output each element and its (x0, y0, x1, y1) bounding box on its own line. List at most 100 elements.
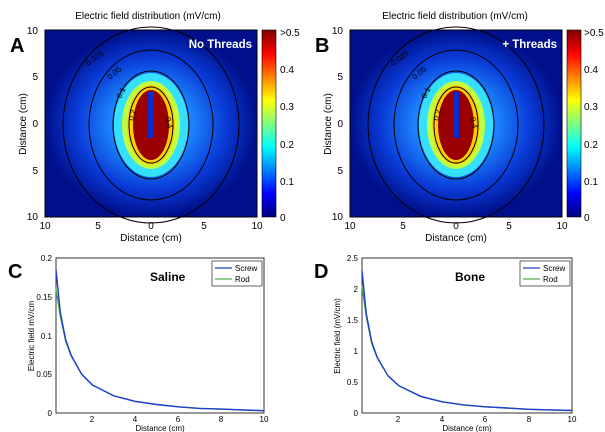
colorbar-tick-label: 0.2 (584, 140, 598, 151)
colorbar-tick-label: 0.1 (280, 177, 294, 188)
panel-letter: C (8, 261, 22, 283)
contour-label: 0.4 (163, 116, 175, 130)
y-axis-label: Electric field mV/cm (27, 301, 36, 372)
y-tick-label: 0 (48, 409, 53, 418)
y-axis: 2.5 2 1.5 1 0.5 0 (347, 254, 359, 418)
x-tick-label: 5 (201, 221, 207, 232)
colorbar-tick-label: 0.3 (584, 102, 598, 113)
y-axis: 0.2 0.15 0.1 0.05 0 (36, 254, 52, 418)
contour-line (417, 70, 495, 180)
x-tick-label: 5 (506, 221, 512, 232)
contour-label: 0.2 (127, 108, 138, 121)
legend: Screw Rod (519, 260, 571, 287)
colorbar-tick-label: 0.4 (280, 65, 294, 76)
x-tick-label: 4 (133, 415, 138, 424)
x-tick-label: 10 (260, 415, 269, 424)
x-axis: 2 4 6 8 10 (90, 415, 269, 424)
medium-label: Bone (455, 270, 485, 284)
y-tick-label: 5 (32, 72, 38, 83)
colorbar-tick-label: >0.5 (584, 28, 604, 39)
x-tick-label: 6 (176, 415, 181, 424)
contour-label: 0.4 (468, 116, 480, 130)
colorbar: >0.5 0.4 0.3 0.2 0.1 0 (566, 28, 604, 224)
y-tick-label: 0 (32, 119, 38, 130)
x-axis-label: Distance (cm) (135, 424, 185, 432)
heatmap-title: Electric field distribution (mV/cm) (382, 11, 528, 22)
colorbar-scale (261, 29, 277, 218)
y-tick-label: 0 (337, 119, 343, 130)
x-axis: 10 5 0 5 10 (344, 221, 568, 232)
contour-label: 0.1 (115, 85, 128, 99)
x-tick-label: 2 (90, 415, 95, 424)
contour-line (128, 86, 174, 164)
y-tick-label: 1 (354, 347, 359, 356)
y-axis-label: Distance (cm) (18, 93, 29, 155)
x-axis: 10 5 0 5 10 (39, 221, 263, 232)
y-axis-label: Distance (cm) (323, 93, 334, 155)
colorbar-tick-label: 0.3 (280, 102, 294, 113)
series-line-screw (361, 270, 573, 412)
x-tick-label: 5 (95, 221, 101, 232)
medium-label: Saline (150, 270, 186, 284)
data-series (361, 270, 573, 412)
colorbar-tick-label: 0.4 (584, 65, 598, 76)
series-line-screw (55, 269, 265, 412)
x-axis-label: Distance (cm) (120, 233, 182, 244)
contour-line (433, 86, 479, 164)
y-tick-label: 1.5 (347, 316, 359, 325)
panel-d: D Bone 2.5 2 1.5 1 0.5 0 2 4 6 8 10 Dist… (314, 254, 577, 432)
x-tick-label: 10 (251, 221, 263, 232)
y-tick-label: 10 (332, 26, 344, 37)
x-tick-label: 10 (568, 415, 577, 424)
x-tick-label: 6 (483, 415, 488, 424)
colorbar-tick-label: 0 (280, 213, 286, 224)
x-axis: 2 4 6 8 10 (396, 415, 577, 424)
legend-box (211, 260, 263, 287)
condition-label: No Threads (189, 39, 252, 51)
contour-line (62, 26, 240, 224)
contour-line (88, 49, 214, 201)
colorbar-tick-label: >0.5 (280, 28, 300, 39)
panel-b: B Electric field distribution (mV/cm) 0.… (315, 11, 604, 244)
colorbar-tick-label: 0 (584, 213, 590, 224)
y-axis-label: Electric field (mV/cm) (333, 298, 342, 374)
y-tick-label: 0.05 (36, 370, 52, 379)
condition-label: + Threads (502, 39, 557, 51)
implant (453, 92, 459, 138)
y-tick-label: 10 (332, 212, 344, 223)
x-tick-label: 10 (556, 221, 568, 232)
x-tick-label: 5 (400, 221, 406, 232)
legend-label: Screw (543, 264, 565, 273)
y-tick-label: 0.2 (41, 254, 53, 263)
panel-c: C Saline 0.2 0.15 0.1 0.05 0 2 4 6 8 10 … (8, 254, 269, 432)
y-tick-label: 5 (32, 166, 38, 177)
x-tick-label: 4 (440, 415, 445, 424)
contour-line (112, 70, 190, 180)
heatmap-plot: 0.025 0.05 0.1 0.2 0.4 No Threads (44, 26, 258, 224)
y-tick-label: 0.1 (41, 332, 53, 341)
panel-letter: D (314, 261, 328, 283)
colorbar-tick-label: 0.1 (584, 177, 598, 188)
x-tick-label: 10 (344, 221, 356, 232)
x-tick-label: 0 (453, 221, 459, 232)
contour-line (393, 49, 519, 201)
y-tick-label: 0 (354, 409, 359, 418)
y-axis: 10 5 0 5 10 (332, 26, 344, 223)
legend: Screw Rod (211, 260, 263, 287)
legend-label: Rod (543, 275, 558, 284)
x-tick-label: 2 (396, 415, 401, 424)
y-tick-label: 5 (337, 72, 343, 83)
y-tick-label: 0.5 (347, 378, 359, 387)
legend-label: Rod (235, 275, 250, 284)
y-axis: 10 5 0 5 10 (27, 26, 39, 223)
legend-label: Screw (235, 264, 257, 273)
y-tick-label: 5 (337, 166, 343, 177)
colorbar-tick-label: 0.2 (280, 140, 294, 151)
x-tick-label: 10 (39, 221, 51, 232)
y-tick-label: 2 (354, 285, 359, 294)
plot-frame (44, 29, 258, 218)
colorbar-scale (566, 29, 582, 218)
heatmap-title: Electric field distribution (mV/cm) (75, 11, 221, 22)
x-axis-label: Distance (cm) (442, 424, 492, 432)
